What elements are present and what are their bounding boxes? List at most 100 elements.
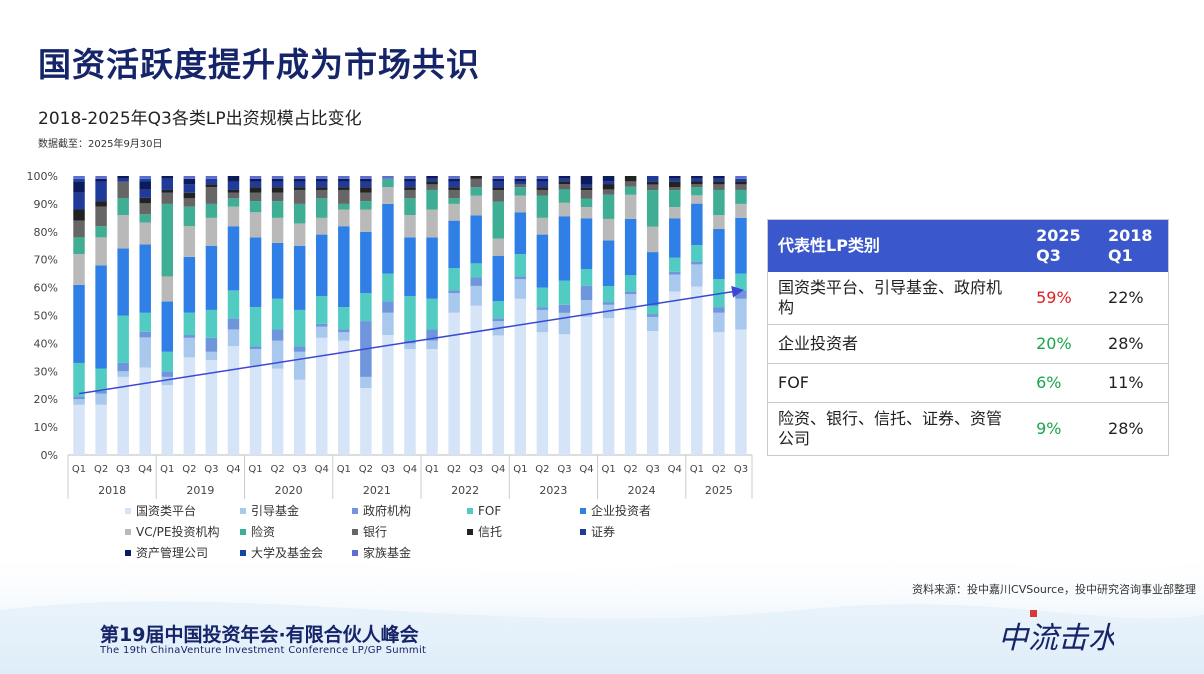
bar-segment [360,388,372,455]
x-tick-label: Q1 [513,464,527,475]
bar-segment [404,237,416,296]
bar-segment [646,305,659,315]
bar-segment [558,202,571,217]
bar-segment [205,203,218,218]
bar-segment [382,187,394,204]
bar-segment [338,189,350,204]
table-header-row: 代表性LP类别 2025 Q3 2018 Q1 [767,219,1169,272]
x-tick-label: Q2 [94,464,108,475]
bar-segment [95,368,107,391]
year-label: 2020 [275,484,303,497]
legend-label: 引导基金 [251,503,299,518]
row-2025q3: 9% [1026,402,1099,456]
bar-segment [316,189,328,199]
bar-segment [293,223,306,246]
x-tick-label: Q3 [469,464,483,475]
bar-segment [602,302,615,305]
bar-segment [95,226,107,238]
bar-segment [117,376,129,455]
bar-segment [713,184,725,190]
bar-segment [382,203,394,274]
x-tick-label: Q1 [690,464,704,475]
bar-segment [404,198,416,216]
bar-segment [492,187,504,191]
bar-segment [536,178,549,182]
bar-segment [602,181,615,185]
bar-segment [183,337,196,358]
bar-segment [73,237,85,255]
row-2018q1: 28% [1098,402,1169,456]
bar-segment [602,218,615,241]
bar-segment [492,176,504,179]
x-tick-label: Q1 [337,464,351,475]
bar-segment [95,390,107,394]
header-2025-year: 2025 [1036,226,1081,245]
bar-segment [139,331,151,338]
bar-segment [293,178,306,182]
row-2025q3: 6% [1026,363,1099,403]
row-2025q3: 20% [1026,324,1099,364]
x-tick-label: Q2 [270,464,284,475]
bar-segment [271,217,284,243]
bar-segment [249,365,262,455]
bar-segment [271,187,284,193]
y-tick-label: 50% [34,310,58,323]
bar-segment [713,176,725,179]
bar-segment [139,176,151,179]
bar-segment [139,337,151,368]
bar-segment [338,226,350,308]
bar-segment [470,305,482,455]
bar-segment [316,178,328,182]
bar-segment [249,181,262,188]
bar-segment [293,245,306,310]
bar-segment [227,198,240,207]
bar-segment [713,178,725,182]
bar-segment [382,301,394,313]
bar-segment [558,304,571,313]
bar-segment [316,337,328,455]
bar-segment [691,176,703,179]
bar-segment [514,279,527,299]
bar-segment [271,178,284,182]
bar-segment [360,192,372,202]
bar-segment [205,184,218,188]
bar-segment [183,226,196,257]
bar-segment [382,335,394,455]
bar-segment [448,312,460,455]
bar-segment [161,371,174,377]
bar-segment [448,178,460,182]
legend-label: 国资类平台 [136,503,196,518]
bar-segment [536,217,549,235]
bar-segment [580,207,593,219]
bar-segment [139,244,151,313]
bar-segment [382,312,394,336]
bar-segment [669,257,681,272]
bar-segment [249,348,262,366]
header-2018q1: 2018 Q1 [1098,219,1169,272]
bar-segment [205,309,218,338]
bar-segment [691,203,703,246]
bar-segment [249,187,262,193]
legend-label: 资产管理公司 [136,545,208,560]
bar-segment [205,217,218,246]
bar-segment [95,393,107,405]
x-tick-label: Q4 [315,464,329,475]
bar-segment [669,181,681,188]
row-category: FOF [767,363,1027,403]
bar-segment [735,217,747,274]
row-category: 国资类平台、引导基金、政府机构 [767,272,1027,325]
bar-segment [139,222,151,245]
bar-segment [580,285,593,300]
legend-swatch [352,529,358,535]
legend-swatch [580,508,586,514]
bar-segment [602,285,615,303]
bar-segment [205,187,218,204]
y-tick-label: 20% [34,393,58,406]
bar-segment [316,181,328,188]
bar-segment [404,215,416,238]
bar-segment [117,181,129,199]
y-tick-label: 30% [34,365,58,378]
bar-segment [205,360,218,455]
header-category: 代表性LP类别 [767,219,1027,272]
bar-segment [338,178,350,182]
